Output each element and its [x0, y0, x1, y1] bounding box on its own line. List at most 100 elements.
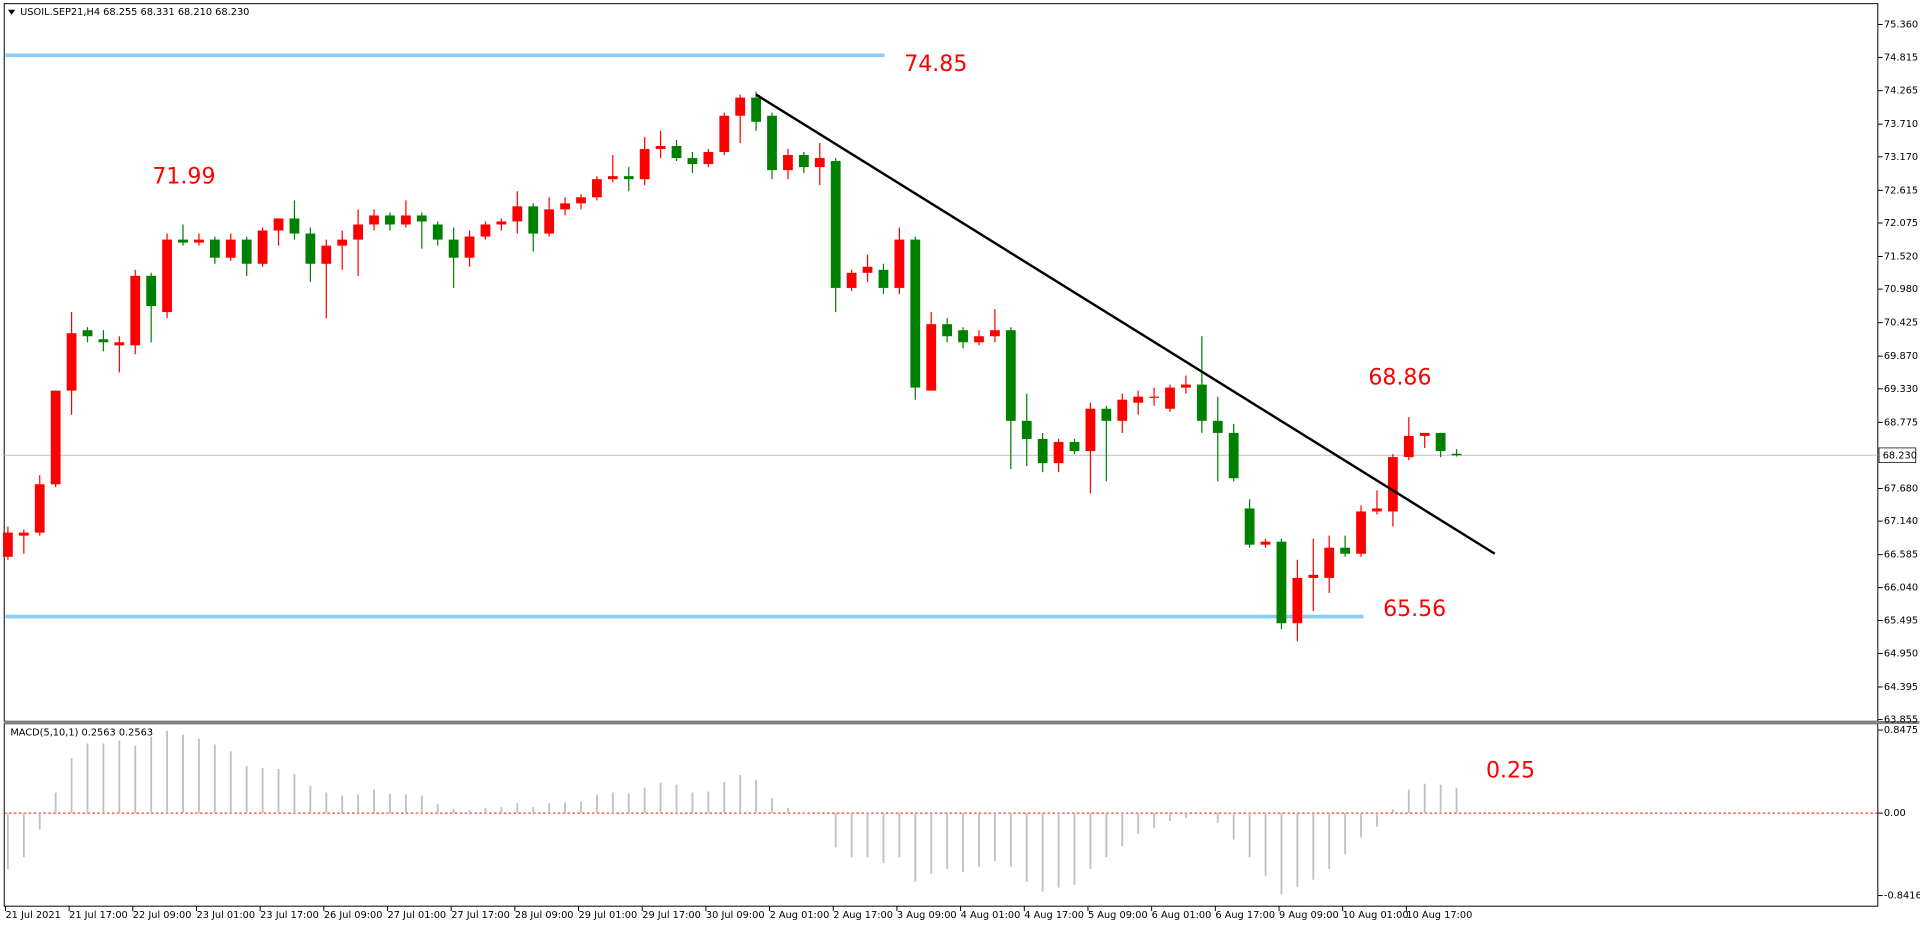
y-tick-label: 65.495 [1884, 616, 1918, 627]
candle-body [1260, 541, 1271, 545]
candle-body [496, 221, 507, 225]
x-tick-label: 4 Aug 01:00 [961, 910, 1021, 921]
candle-body [2, 532, 13, 557]
candle-body [878, 269, 889, 288]
y-tick-label: 67.680 [1884, 483, 1918, 494]
y-tick-label: 71.520 [1884, 252, 1918, 263]
candle-body [1403, 435, 1414, 458]
chart-title: USOIL.SEP21,H4 68.255 68.331 68.210 68.2… [20, 7, 249, 18]
candle-body [353, 224, 364, 240]
x-tick-label: 29 Jul 01:00 [579, 910, 638, 921]
candle-body [1324, 547, 1335, 578]
candle-body [18, 532, 29, 536]
x-tick-label: 21 Jul 2021 [5, 910, 60, 921]
candle-body [194, 239, 204, 243]
candle-body [448, 239, 459, 258]
candle-body [1451, 453, 1462, 456]
candle-body [1228, 432, 1239, 479]
candle-body [1053, 441, 1064, 464]
candle-body [82, 330, 93, 337]
y-tick-label: 74.265 [1884, 86, 1918, 97]
candle-body [34, 484, 45, 533]
candle-body [1133, 396, 1144, 403]
y-tick-label: 67.140 [1884, 516, 1918, 527]
x-tick-label: 26 Jul 09:00 [324, 910, 383, 921]
y-tick-label: 64.395 [1884, 682, 1918, 693]
candle-body [560, 203, 570, 210]
x-tick-label: 29 Jul 17:00 [642, 910, 701, 921]
candle-body [767, 115, 777, 171]
candle-body [273, 218, 284, 231]
candle-body [1196, 384, 1207, 421]
candle-body [910, 239, 921, 388]
y-tick-label: 0.00 [1884, 808, 1906, 819]
last-price-label: 68.230 [1883, 450, 1917, 461]
y-tick-label: 64.950 [1884, 648, 1918, 659]
candle-body [50, 390, 61, 485]
macd-annotation: 0.25 [1486, 758, 1535, 783]
candle-body [369, 215, 379, 225]
y-tick-label: 68.775 [1884, 417, 1918, 428]
candle-body [1165, 387, 1175, 409]
y-tick-label: -0.8416 [1884, 891, 1920, 902]
x-tick-label: 2 Aug 17:00 [833, 910, 893, 921]
candle-body [990, 330, 1000, 337]
main-panel [3, 3, 1879, 722]
x-tick-label: 9 Aug 09:00 [1279, 910, 1339, 921]
price-annotation: 71.99 [152, 165, 215, 190]
candle-body [735, 97, 746, 116]
candle-body [257, 230, 268, 264]
candle-body [958, 330, 968, 343]
candle-body [671, 145, 682, 159]
candle-body [432, 224, 443, 240]
candle-body [305, 233, 316, 264]
candle-body [703, 151, 714, 165]
candle-body [209, 239, 220, 258]
candle-body [337, 239, 348, 246]
candle-body [814, 158, 825, 168]
candle-body [385, 215, 395, 225]
candle-body [1276, 541, 1287, 624]
x-tick-label: 6 Aug 01:00 [1152, 910, 1212, 921]
y-tick-label: 66.040 [1884, 583, 1918, 594]
x-tick-label: 2 Aug 01:00 [770, 910, 830, 921]
candle-body [655, 145, 666, 149]
candle-body [607, 176, 618, 180]
x-tick-label: 27 Jul 17:00 [451, 910, 510, 921]
x-tick-label: 6 Aug 17:00 [1215, 910, 1275, 921]
candle-body [846, 272, 857, 288]
candle-body [639, 148, 650, 180]
y-tick-label: 69.870 [1884, 351, 1918, 362]
y-tick-label: 70.425 [1884, 318, 1918, 329]
candle-body [241, 239, 252, 264]
candle-body [464, 236, 475, 258]
y-tick-label: 73.170 [1884, 152, 1918, 163]
candle-body [1308, 574, 1319, 578]
last-price-box [1878, 447, 1917, 463]
candle-body [1435, 432, 1446, 452]
candle-body [178, 239, 188, 243]
x-tick-label: 30 Jul 09:00 [706, 910, 765, 921]
candle-body [1387, 457, 1398, 512]
candle-body [528, 206, 539, 234]
x-tick-label: 4 Aug 17:00 [1024, 910, 1084, 921]
candle-body [862, 266, 873, 273]
candle-body [1005, 330, 1016, 421]
candle-body [1340, 547, 1351, 554]
candle-body [130, 275, 141, 346]
x-tick-label: 28 Jul 09:00 [515, 910, 574, 921]
level-label: 65.56 [1383, 597, 1446, 622]
candle-body [66, 333, 77, 391]
candle-body [687, 158, 698, 165]
candle-body [289, 218, 300, 234]
candle-body [1085, 408, 1096, 452]
candle-body [1117, 399, 1128, 421]
candle-body [1021, 420, 1032, 439]
y-tick-label: 66.585 [1884, 550, 1918, 561]
x-tick-label: 3 Aug 09:00 [897, 910, 957, 921]
y-tick-label: 72.615 [1884, 185, 1918, 196]
candle-body [942, 324, 953, 337]
candle-body [751, 97, 762, 122]
